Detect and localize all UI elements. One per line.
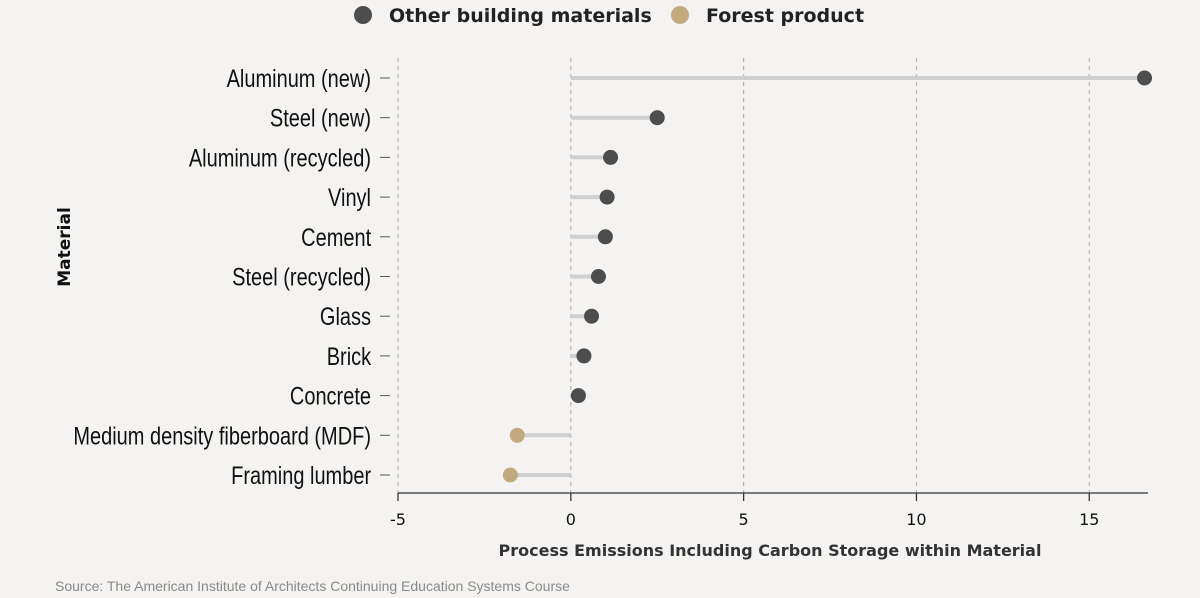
x-tick-label-0: -5 — [390, 510, 406, 529]
dot-2 — [603, 149, 619, 165]
category-label-6: Glass — [320, 303, 371, 331]
legend: Other building materials Forest product — [354, 5, 864, 27]
category-label-0: Aluminum (new) — [227, 65, 371, 93]
lollipop-dots — [502, 70, 1153, 483]
x-tick-label-1: 0 — [566, 510, 576, 529]
x-axis: -5 0 5 10 15 — [390, 492, 1148, 529]
category-labels: Aluminum (new) Steel (new) Aluminum (recyc… — [73, 65, 390, 490]
x-axis-title: Process Emissions Including Carbon Stora… — [499, 541, 1042, 560]
legend-marker-0 — [354, 6, 372, 24]
category-label-1: Steel (new) — [270, 105, 371, 133]
x-tick-label-4: 15 — [1079, 510, 1099, 529]
category-label-9: Medium density fiberboard (MDF) — [73, 422, 371, 450]
dot-7 — [576, 348, 592, 364]
dot-0 — [1137, 70, 1153, 86]
legend-label-1: Forest product — [706, 5, 864, 27]
dot-8 — [570, 388, 586, 404]
source-note: Source: The American Institute of Archit… — [55, 578, 570, 594]
category-label-5: Steel (recycled) — [232, 263, 371, 291]
dot-3 — [599, 189, 615, 205]
dot-4 — [597, 229, 613, 245]
dot-9 — [509, 427, 525, 443]
dot-6 — [584, 308, 600, 324]
gridlines — [397, 58, 1090, 493]
x-tick-label-2: 5 — [739, 510, 749, 529]
category-label-7: Brick — [327, 343, 372, 371]
category-label-3: Vinyl — [328, 184, 371, 212]
category-label-8: Concrete — [290, 383, 371, 411]
dot-1 — [649, 110, 665, 126]
legend-label-0: Other building materials — [389, 5, 652, 27]
category-label-10: Framing lumber — [231, 462, 371, 490]
x-tick-label-3: 10 — [906, 510, 926, 529]
legend-marker-1 — [671, 6, 689, 24]
dot-5 — [590, 269, 606, 284]
category-label-4: Cement — [301, 224, 372, 252]
dot-10 — [502, 467, 518, 483]
y-axis-title: Material — [55, 207, 75, 287]
category-label-2: Aluminum (recycled) — [189, 144, 371, 172]
